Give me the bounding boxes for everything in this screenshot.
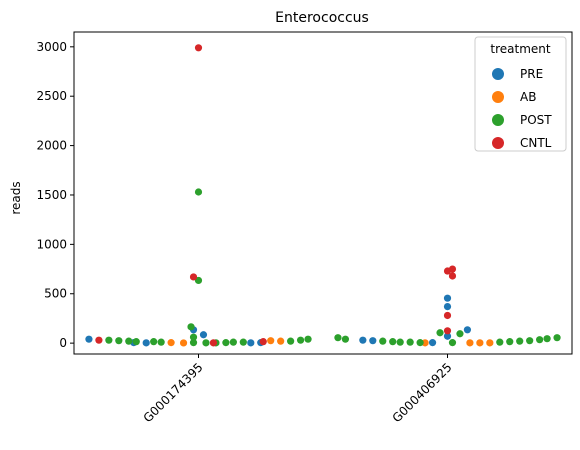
data-point bbox=[247, 339, 255, 347]
data-point bbox=[304, 335, 312, 343]
data-point bbox=[448, 272, 457, 280]
data-point bbox=[443, 311, 452, 320]
data-point bbox=[157, 338, 165, 346]
y-tick-label: 1500 bbox=[36, 188, 67, 202]
data-point bbox=[443, 327, 452, 335]
data-point bbox=[463, 326, 472, 334]
legend-entry-label: CNTL bbox=[520, 136, 552, 150]
data-point bbox=[239, 338, 247, 346]
data-point bbox=[189, 333, 198, 341]
data-point bbox=[189, 339, 198, 347]
data-point bbox=[496, 338, 504, 346]
data-point bbox=[466, 339, 474, 347]
plot-frame bbox=[73, 31, 573, 355]
data-point bbox=[259, 338, 267, 346]
data-point bbox=[456, 330, 464, 338]
data-point bbox=[359, 336, 367, 344]
y-tick-label: 2500 bbox=[36, 89, 67, 103]
legend-marker bbox=[492, 114, 504, 126]
y-tick-label: 500 bbox=[44, 287, 67, 301]
legend-marker bbox=[492, 91, 504, 103]
data-point bbox=[187, 323, 195, 331]
data-point bbox=[506, 338, 514, 346]
data-point bbox=[267, 337, 275, 345]
data-point bbox=[287, 337, 295, 345]
legend-marker bbox=[492, 68, 504, 80]
data-point bbox=[296, 336, 305, 344]
data-point bbox=[396, 338, 404, 346]
data-point bbox=[341, 335, 350, 343]
data-point bbox=[105, 336, 113, 344]
data-point bbox=[85, 335, 93, 343]
data-point bbox=[194, 44, 203, 52]
data-point bbox=[543, 335, 551, 343]
data-point bbox=[202, 339, 210, 347]
data-point bbox=[389, 338, 397, 346]
plot-area bbox=[85, 44, 561, 347]
y-tick-label: 2000 bbox=[36, 139, 67, 153]
data-point bbox=[476, 339, 484, 347]
legend-marker bbox=[492, 137, 504, 149]
data-point bbox=[115, 337, 123, 345]
chart-title: Enterococcus bbox=[275, 10, 369, 26]
y-axis: 0 500 1000 1500 2000 2500 3000 bbox=[36, 40, 74, 350]
data-point bbox=[448, 265, 457, 273]
data-point bbox=[95, 336, 103, 344]
legend-entry-label: POST bbox=[520, 113, 552, 127]
data-point bbox=[443, 302, 452, 311]
data-point bbox=[486, 339, 494, 347]
data-point bbox=[334, 334, 342, 342]
data-point bbox=[150, 338, 158, 346]
data-point bbox=[277, 337, 285, 345]
y-tick-label: 3000 bbox=[36, 40, 67, 54]
data-point bbox=[194, 188, 203, 196]
data-point bbox=[526, 337, 534, 345]
data-point bbox=[516, 337, 524, 345]
data-point bbox=[222, 339, 230, 347]
y-axis-label: reads bbox=[9, 181, 23, 214]
legend-entry-label: AB bbox=[520, 90, 536, 104]
data-point bbox=[142, 339, 150, 347]
data-point bbox=[199, 331, 208, 339]
data-point bbox=[209, 339, 218, 347]
data-point bbox=[379, 337, 387, 345]
legend-entry-label: PRE bbox=[520, 67, 543, 81]
data-point bbox=[536, 336, 544, 344]
data-point bbox=[553, 334, 561, 342]
data-point bbox=[443, 294, 452, 302]
data-point bbox=[229, 338, 237, 346]
data-point bbox=[125, 337, 133, 345]
legend: treatment PRE AB POST CNTL bbox=[474, 36, 567, 152]
data-point bbox=[132, 338, 140, 346]
y-tick-label: 0 bbox=[59, 336, 67, 350]
data-point bbox=[448, 339, 457, 347]
data-point bbox=[369, 337, 377, 345]
data-point bbox=[428, 339, 437, 347]
data-point bbox=[416, 339, 424, 347]
legend-title: treatment bbox=[490, 42, 550, 56]
data-point bbox=[406, 338, 414, 346]
data-point bbox=[167, 339, 175, 347]
data-point bbox=[179, 339, 188, 347]
data-point bbox=[443, 332, 452, 340]
data-point bbox=[436, 329, 444, 337]
data-point bbox=[189, 273, 198, 281]
y-tick-label: 1000 bbox=[36, 237, 67, 251]
